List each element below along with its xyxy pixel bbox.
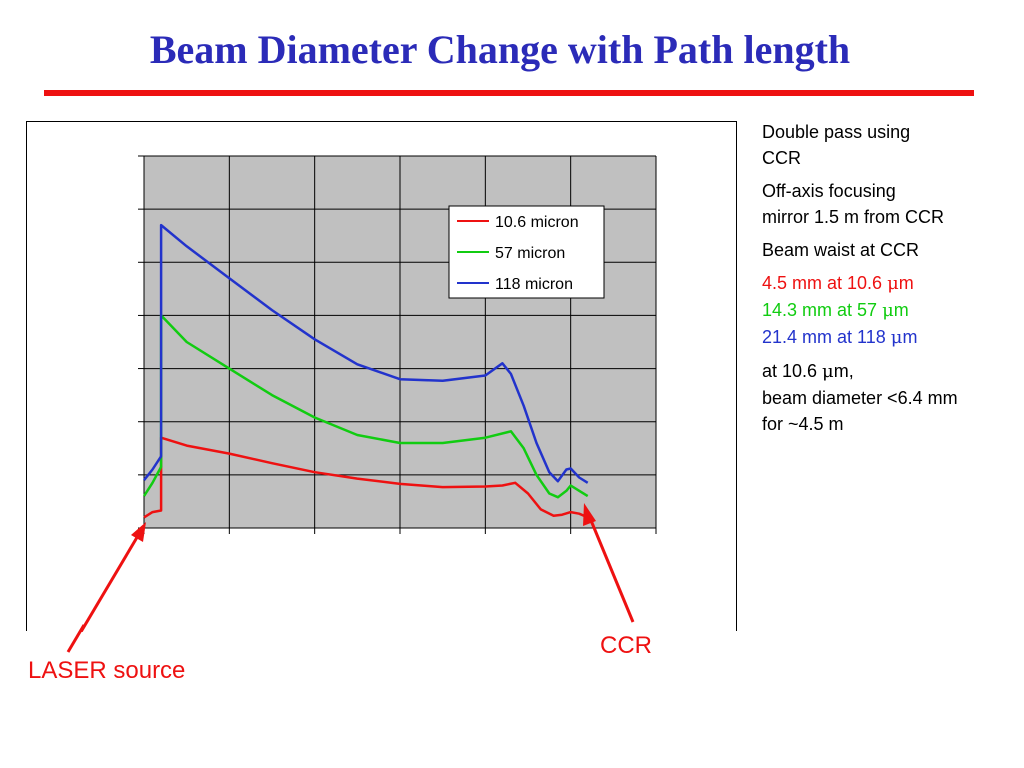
series-line-118 — [143, 223, 589, 484]
laser-source-label: LASER source — [28, 657, 186, 684]
note-text: at 10.6 μm, — [762, 361, 854, 382]
laser-arrow-shaft — [79, 533, 141, 632]
note-off-axis: Off-axis focusing mirror 1.5 m from CCR — [762, 178, 1022, 230]
waist-57: 14.3 mm at 57 μm — [762, 300, 909, 321]
legend-label-118: 118 micron — [495, 276, 573, 293]
notes-panel: Double pass using CCR Off-axis focusing … — [762, 119, 1022, 444]
note-text: CCR — [762, 148, 801, 168]
note-diameter: at 10.6 μm, beam diameter <6.4 mm for ~4… — [762, 358, 1022, 437]
ccr-label: CCR — [600, 632, 652, 659]
waist-10-6: 4.5 mm at 10.6 μm — [762, 273, 914, 294]
note-waist-values: 4.5 mm at 10.6 μm 14.3 mm at 57 μm 21.4 … — [762, 270, 1022, 351]
note-double-pass: Double pass using CCR — [762, 119, 1022, 171]
series-line-10-6 — [143, 436, 589, 519]
note-text: beam diameter <6.4 mm — [762, 388, 958, 408]
legend-label-57: 57 micron — [495, 245, 565, 262]
note-text: Double pass using — [762, 122, 911, 142]
note-text: Beam waist at CCR — [762, 240, 920, 260]
legend: 10.6 micron 57 micron 118 micron — [448, 205, 605, 299]
title-underline — [44, 90, 974, 96]
note-text: for ~4.5 m — [762, 414, 844, 434]
line-chart: 10.6 micron 57 micron 118 micron — [79, 155, 657, 632]
waist-118: 21.4 mm at 118 μm — [762, 327, 918, 348]
note-text: Off-axis focusing — [762, 181, 896, 201]
note-beam-waist: Beam waist at CCR — [762, 237, 1022, 263]
series-line-57 — [142, 314, 589, 499]
series-layer — [142, 223, 589, 519]
page-title: Beam Diameter Change with Path length — [149, 27, 851, 72]
note-text: mirror 1.5 m from CCR — [762, 207, 945, 227]
laser-arrowhead — [131, 522, 146, 542]
legend-label-10-6: 10.6 micron — [495, 214, 579, 231]
chart-frame: 10.6 micron 57 micron 118 micron — [26, 121, 737, 632]
annotation-arrows — [79, 522, 146, 632]
